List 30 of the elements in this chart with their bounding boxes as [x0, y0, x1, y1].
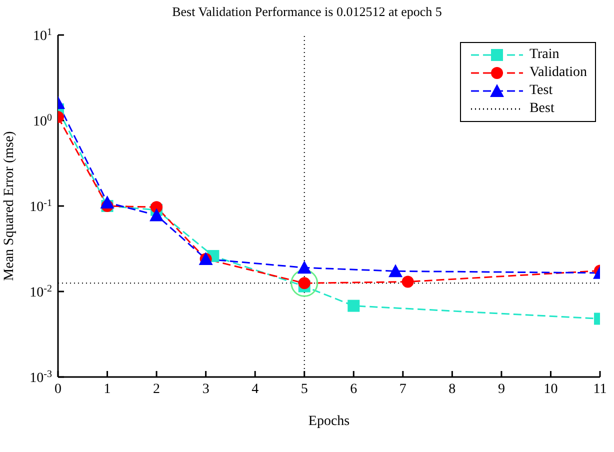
x-tick-label: 11 — [593, 382, 607, 397]
x-tick-label: 0 — [54, 382, 62, 397]
point — [402, 276, 414, 288]
x-tick-label: 9 — [498, 382, 505, 397]
y-tick-label: 10$^{0}$ — [33, 112, 52, 130]
x-tick-label: 7 — [399, 382, 406, 397]
y-tick-label: 10$^{1}$ — [33, 26, 52, 44]
y-axis-title: Mean Squared Error (mse) — [2, 130, 17, 281]
x-tick-label: 3 — [202, 382, 210, 397]
x-tick-label: 10 — [544, 382, 558, 397]
x-tick-label: 5 — [300, 382, 308, 397]
point — [150, 208, 164, 222]
point — [297, 260, 312, 274]
legend-label: Validation — [529, 65, 587, 81]
point — [100, 195, 114, 208]
y-tick-label: 10$^{-2}$ — [30, 283, 52, 300]
chart-title: Best Validation Performance is 0.012512 at epoch 5 — [171, 4, 443, 20]
legend-label: Best — [529, 101, 554, 117]
legend-label: Train — [529, 47, 560, 63]
x-tick-label: 1 — [104, 382, 111, 397]
point — [348, 300, 360, 312]
legend-label: Test — [529, 83, 553, 99]
point — [388, 264, 403, 278]
y-tick-label: 10$^{-1}$ — [30, 198, 52, 215]
x-tick-label: 8 — [448, 382, 456, 397]
x-tick-label: 2 — [153, 382, 160, 397]
x-tick-label: 6 — [350, 382, 358, 397]
y-tick-label: 10$^{-3}$ — [30, 368, 52, 386]
x-tick-label: 4 — [252, 382, 259, 397]
x-axis-title: Epochs — [308, 414, 350, 429]
